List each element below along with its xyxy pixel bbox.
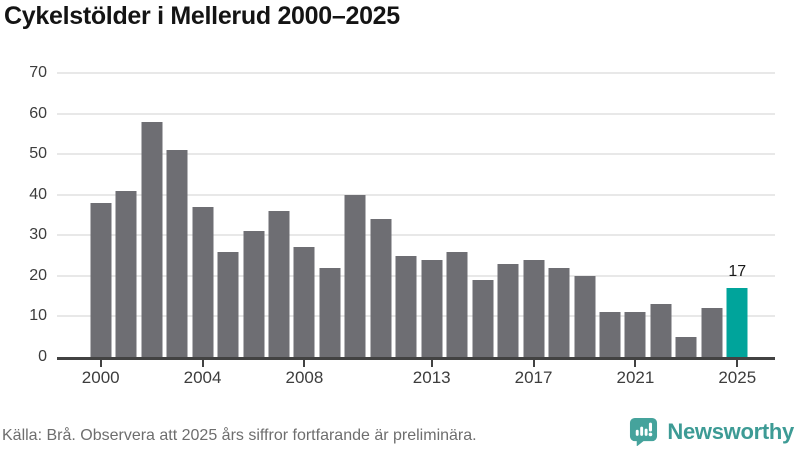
bar-2008: [293, 247, 315, 357]
y-tick-label-70: 70: [29, 64, 47, 81]
x-tick-2008: [303, 360, 306, 367]
bar-2017: [523, 259, 545, 357]
bar-2011: [370, 219, 392, 357]
x-tick-2004: [201, 360, 204, 367]
y-tick-label-60: 60: [29, 104, 47, 122]
x-tick-2021: [634, 360, 637, 367]
y-axis-labels: 0 10 20 30 40 50 60 70: [0, 65, 47, 365]
bar-2006: [243, 231, 264, 357]
bar-2024: [701, 308, 723, 357]
bar-2000: [90, 202, 112, 357]
gridline-70: [57, 72, 775, 74]
bar-2004: [192, 206, 214, 357]
bar-2012: [395, 255, 417, 357]
bar-2010: [344, 194, 366, 357]
y-tick-label-10: 10: [29, 307, 47, 325]
bar-2005: [217, 251, 239, 357]
x-axis-line: [57, 357, 775, 360]
x-tick-label-2013: 2013: [412, 368, 451, 387]
x-axis-labels: 2000 2004 2008 2013 2017 2021 2025: [82, 368, 756, 390]
bar-2015: [472, 279, 494, 357]
bar-2025: [726, 288, 748, 357]
bar-2003: [166, 150, 188, 357]
bar-2016: [497, 263, 519, 357]
bar-value-label-2025: 17: [728, 263, 747, 281]
bar-2019: [574, 275, 595, 357]
x-tick-2017: [532, 360, 535, 367]
source-note: Källa: Brå. Observera att 2025 års siffr…: [2, 427, 477, 444]
gridline-50: [57, 153, 775, 156]
bar-2009: [319, 267, 341, 357]
gridline-60: [57, 112, 775, 115]
x-tick-label-2004: 2004: [183, 368, 222, 387]
gridline-30: [57, 234, 775, 237]
x-tick-label-2021: 2021: [616, 368, 655, 387]
newsworthy-logo: Newsworthy: [629, 417, 794, 446]
newsworthy-wordmark: Newsworthy: [667, 418, 794, 444]
bar-2014: [446, 251, 468, 357]
x-tick-label-2008: 2008: [285, 368, 324, 387]
x-tick-label-2025: 2025: [718, 368, 757, 387]
bar-2023: [675, 336, 697, 357]
x-tick-label-2017: 2017: [514, 368, 553, 387]
y-tick-label-40: 40: [29, 185, 47, 203]
bars-layer: 17: [88, 73, 750, 367]
y-tick-label-0: 0: [38, 348, 47, 365]
bar-2021: [624, 312, 646, 357]
bar-2002: [141, 121, 163, 357]
y-tick-label-20: 20: [29, 266, 47, 284]
bar-2020: [599, 312, 621, 357]
bar-2013: [421, 259, 443, 357]
y-tick-label-50: 50: [29, 145, 47, 163]
gridline-40: [57, 193, 775, 196]
x-tick-2025: [736, 360, 739, 367]
x-tick-2013: [430, 360, 433, 367]
x-tick-label-2000: 2000: [81, 368, 120, 387]
bar-2018: [548, 267, 570, 357]
bar-2022: [650, 304, 672, 357]
chart-title: Cykelstölder i Mellerud 2000–2025: [4, 2, 400, 30]
bar-2001: [115, 190, 137, 357]
y-tick-label-30: 30: [29, 226, 47, 244]
newsworthy-chart-bubble-icon: [629, 417, 658, 446]
bar-2007: [268, 210, 290, 357]
x-tick-2000: [99, 360, 102, 367]
